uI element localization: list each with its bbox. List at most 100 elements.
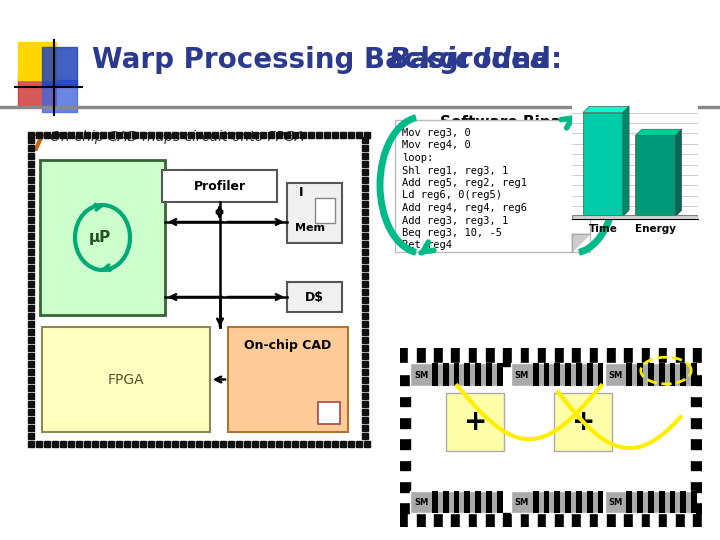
Bar: [486, 348, 495, 366]
Text: FPGA: FPGA: [108, 373, 144, 387]
Bar: [400, 363, 410, 374]
Bar: [84, 132, 90, 138]
Bar: [460, 348, 469, 366]
Bar: [650, 513, 659, 526]
Bar: [362, 409, 368, 415]
Bar: [512, 348, 521, 366]
Bar: [446, 393, 504, 451]
Text: µP: µP: [89, 230, 111, 245]
Bar: [188, 132, 194, 138]
Bar: [598, 513, 607, 526]
Bar: [362, 393, 368, 399]
Bar: [546, 513, 555, 526]
Bar: [475, 491, 481, 513]
Bar: [28, 281, 34, 287]
Bar: [362, 305, 368, 311]
Bar: [477, 513, 486, 526]
Bar: [691, 385, 702, 395]
Bar: [260, 441, 266, 447]
Bar: [434, 513, 443, 526]
Bar: [583, 113, 623, 217]
Bar: [691, 449, 702, 460]
Bar: [172, 132, 178, 138]
Bar: [400, 374, 410, 385]
Bar: [362, 425, 368, 431]
Bar: [426, 513, 434, 526]
Bar: [28, 241, 34, 247]
Bar: [276, 441, 282, 447]
Bar: [555, 348, 564, 366]
Bar: [52, 132, 58, 138]
Bar: [521, 348, 529, 366]
Bar: [362, 193, 368, 199]
Bar: [521, 513, 529, 526]
Bar: [529, 348, 538, 366]
Text: Profiler: Profiler: [194, 179, 246, 192]
Bar: [555, 513, 564, 526]
Bar: [400, 460, 410, 470]
Text: Mov reg4, 0: Mov reg4, 0: [402, 140, 471, 151]
Bar: [464, 363, 470, 386]
Bar: [18, 75, 56, 107]
Text: Shl reg1, reg3, 1: Shl reg1, reg3, 1: [402, 165, 508, 176]
Bar: [576, 363, 582, 386]
Bar: [28, 153, 34, 159]
Bar: [44, 132, 50, 138]
Bar: [212, 441, 218, 447]
Bar: [28, 225, 34, 231]
Bar: [244, 132, 250, 138]
Text: I: I: [299, 186, 303, 199]
Bar: [362, 385, 368, 391]
Bar: [400, 385, 410, 395]
Bar: [680, 491, 686, 513]
Bar: [364, 441, 370, 447]
Bar: [670, 363, 675, 386]
Bar: [691, 395, 702, 406]
Bar: [691, 417, 702, 428]
Polygon shape: [583, 106, 629, 113]
Bar: [693, 513, 702, 526]
Bar: [410, 491, 500, 513]
Bar: [362, 433, 368, 439]
Bar: [362, 257, 368, 263]
Bar: [443, 491, 449, 513]
Bar: [28, 185, 34, 191]
Bar: [140, 441, 146, 447]
Bar: [28, 209, 34, 215]
Bar: [590, 348, 598, 366]
Bar: [642, 348, 650, 366]
Bar: [362, 161, 368, 167]
Bar: [36, 132, 42, 138]
Bar: [607, 513, 616, 526]
Bar: [76, 441, 82, 447]
Bar: [400, 417, 410, 428]
Bar: [28, 289, 34, 295]
Bar: [108, 132, 114, 138]
Bar: [670, 491, 675, 513]
Polygon shape: [635, 129, 682, 136]
Text: 7: 7: [28, 132, 45, 156]
Bar: [164, 132, 170, 138]
FancyBboxPatch shape: [228, 327, 348, 432]
Bar: [244, 441, 250, 447]
Bar: [276, 132, 282, 138]
Bar: [565, 491, 571, 513]
Bar: [554, 363, 560, 386]
Bar: [60, 132, 66, 138]
Text: SM: SM: [414, 498, 428, 507]
Bar: [417, 513, 426, 526]
Bar: [691, 428, 702, 438]
Bar: [300, 132, 306, 138]
Bar: [691, 502, 702, 513]
Bar: [626, 491, 632, 513]
Bar: [624, 513, 633, 526]
Text: SM: SM: [414, 370, 428, 380]
Bar: [362, 361, 368, 367]
Text: SM: SM: [608, 498, 623, 507]
Bar: [236, 441, 242, 447]
Bar: [220, 132, 226, 138]
Bar: [252, 441, 258, 447]
Bar: [691, 363, 697, 386]
Bar: [426, 348, 434, 366]
Bar: [362, 345, 368, 351]
